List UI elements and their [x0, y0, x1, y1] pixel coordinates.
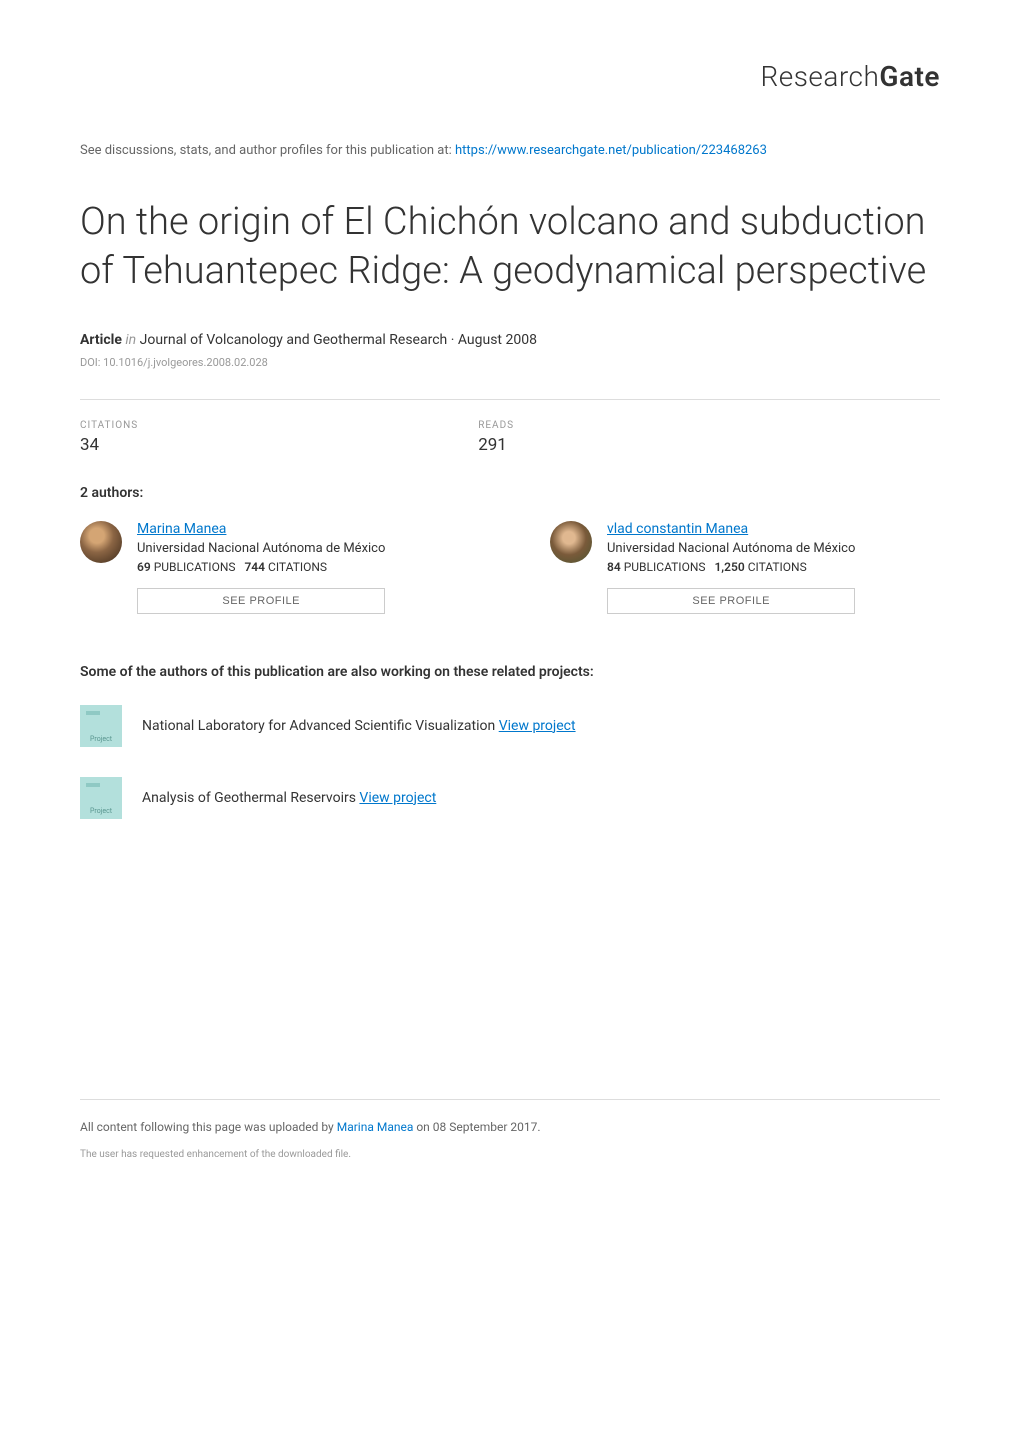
publication-title: On the origin of El Chichón volcano and … — [80, 198, 940, 297]
project-text: National Laboratory for Advanced Scienti… — [142, 718, 576, 734]
footer-author-link[interactable]: Marina Manea — [337, 1120, 414, 1134]
author-name-link[interactable]: Marina Manea — [137, 521, 385, 537]
project-title: Analysis of Geothermal Reservoirs — [142, 790, 356, 806]
pubs-count: 84 — [607, 560, 621, 574]
pubs-label: PUBLICATIONS — [154, 560, 236, 574]
authors-grid: Marina Manea Universidad Nacional Autóno… — [80, 521, 940, 614]
footer-enhancement-note: The user has requested enhancement of th… — [80, 1149, 940, 1160]
article-meta: Article in Journal of Volcanology and Ge… — [80, 332, 940, 348]
author-info: vlad constantin Manea Universidad Nacion… — [607, 521, 855, 614]
author-avatar[interactable] — [80, 521, 122, 563]
author-affiliation: Universidad Nacional Autónoma de México — [137, 541, 385, 556]
view-project-link[interactable]: View project — [499, 718, 576, 734]
see-profile-button[interactable]: SEE PROFILE — [137, 588, 385, 614]
footer-prefix: All content following this page was uplo… — [80, 1120, 337, 1134]
project-row: Project National Laboratory for Advanced… — [80, 705, 940, 747]
pubs-label: PUBLICATIONS — [624, 560, 706, 574]
page-header: ResearchGate — [80, 60, 940, 93]
reads-label: READS — [478, 420, 514, 431]
project-icon-label: Project — [90, 735, 112, 743]
citations-label: CITATIONS — [80, 420, 138, 431]
reads-value: 291 — [478, 435, 514, 455]
author-info: Marina Manea Universidad Nacional Autóno… — [137, 521, 385, 614]
discussion-line: See discussions, stats, and author profi… — [80, 143, 940, 158]
project-folder-icon[interactable]: Project — [80, 705, 122, 747]
cite-count: 1,250 — [714, 560, 744, 574]
author-pubstats: 84 PUBLICATIONS 1,250 CITATIONS — [607, 560, 855, 574]
author-affiliation: Universidad Nacional Autónoma de México — [607, 541, 855, 556]
author-card: vlad constantin Manea Universidad Nacion… — [550, 521, 940, 614]
publication-url-link[interactable]: https://www.researchgate.net/publication… — [455, 143, 767, 158]
author-pubstats: 69 PUBLICATIONS 744 CITATIONS — [137, 560, 385, 574]
project-row: Project Analysis of Geothermal Reservoir… — [80, 777, 940, 819]
citations-stat: CITATIONS 34 — [80, 420, 138, 455]
cite-label: CITATIONS — [268, 560, 327, 574]
author-card: Marina Manea Universidad Nacional Autóno… — [80, 521, 470, 614]
project-folder-icon[interactable]: Project — [80, 777, 122, 819]
project-icon-label: Project — [90, 807, 112, 815]
view-project-link[interactable]: View project — [359, 790, 436, 806]
see-profile-button[interactable]: SEE PROFILE — [607, 588, 855, 614]
author-name-link[interactable]: vlad constantin Manea — [607, 521, 855, 537]
researchgate-logo[interactable]: ResearchGate — [760, 60, 940, 93]
citations-value: 34 — [80, 435, 138, 455]
discussion-prefix: See discussions, stats, and author profi… — [80, 143, 455, 158]
doi-text: DOI: 10.1016/j.jvolgeores.2008.02.028 — [80, 356, 940, 369]
page-footer: All content following this page was uplo… — [80, 1099, 940, 1160]
footer-upload-info: All content following this page was uplo… — [80, 1120, 940, 1134]
author-avatar[interactable] — [550, 521, 592, 563]
cite-count: 744 — [244, 560, 265, 574]
logo-part2: Gate — [879, 60, 940, 93]
logo-part1: Research — [760, 60, 879, 93]
in-label: in — [125, 332, 136, 348]
cite-label: CITATIONS — [748, 560, 807, 574]
stats-row: CITATIONS 34 READS 291 — [80, 399, 940, 485]
footer-suffix: on 08 September 2017. — [413, 1120, 540, 1134]
journal-name: Journal of Volcanology and Geothermal Re… — [140, 332, 537, 348]
project-text: Analysis of Geothermal Reservoirs View p… — [142, 790, 436, 806]
article-type: Article — [80, 332, 122, 348]
pubs-count: 69 — [137, 560, 151, 574]
projects-heading: Some of the authors of this publication … — [80, 664, 940, 680]
authors-heading: 2 authors: — [80, 485, 940, 501]
reads-stat: READS 291 — [478, 420, 514, 455]
project-title: National Laboratory for Advanced Scienti… — [142, 718, 495, 734]
